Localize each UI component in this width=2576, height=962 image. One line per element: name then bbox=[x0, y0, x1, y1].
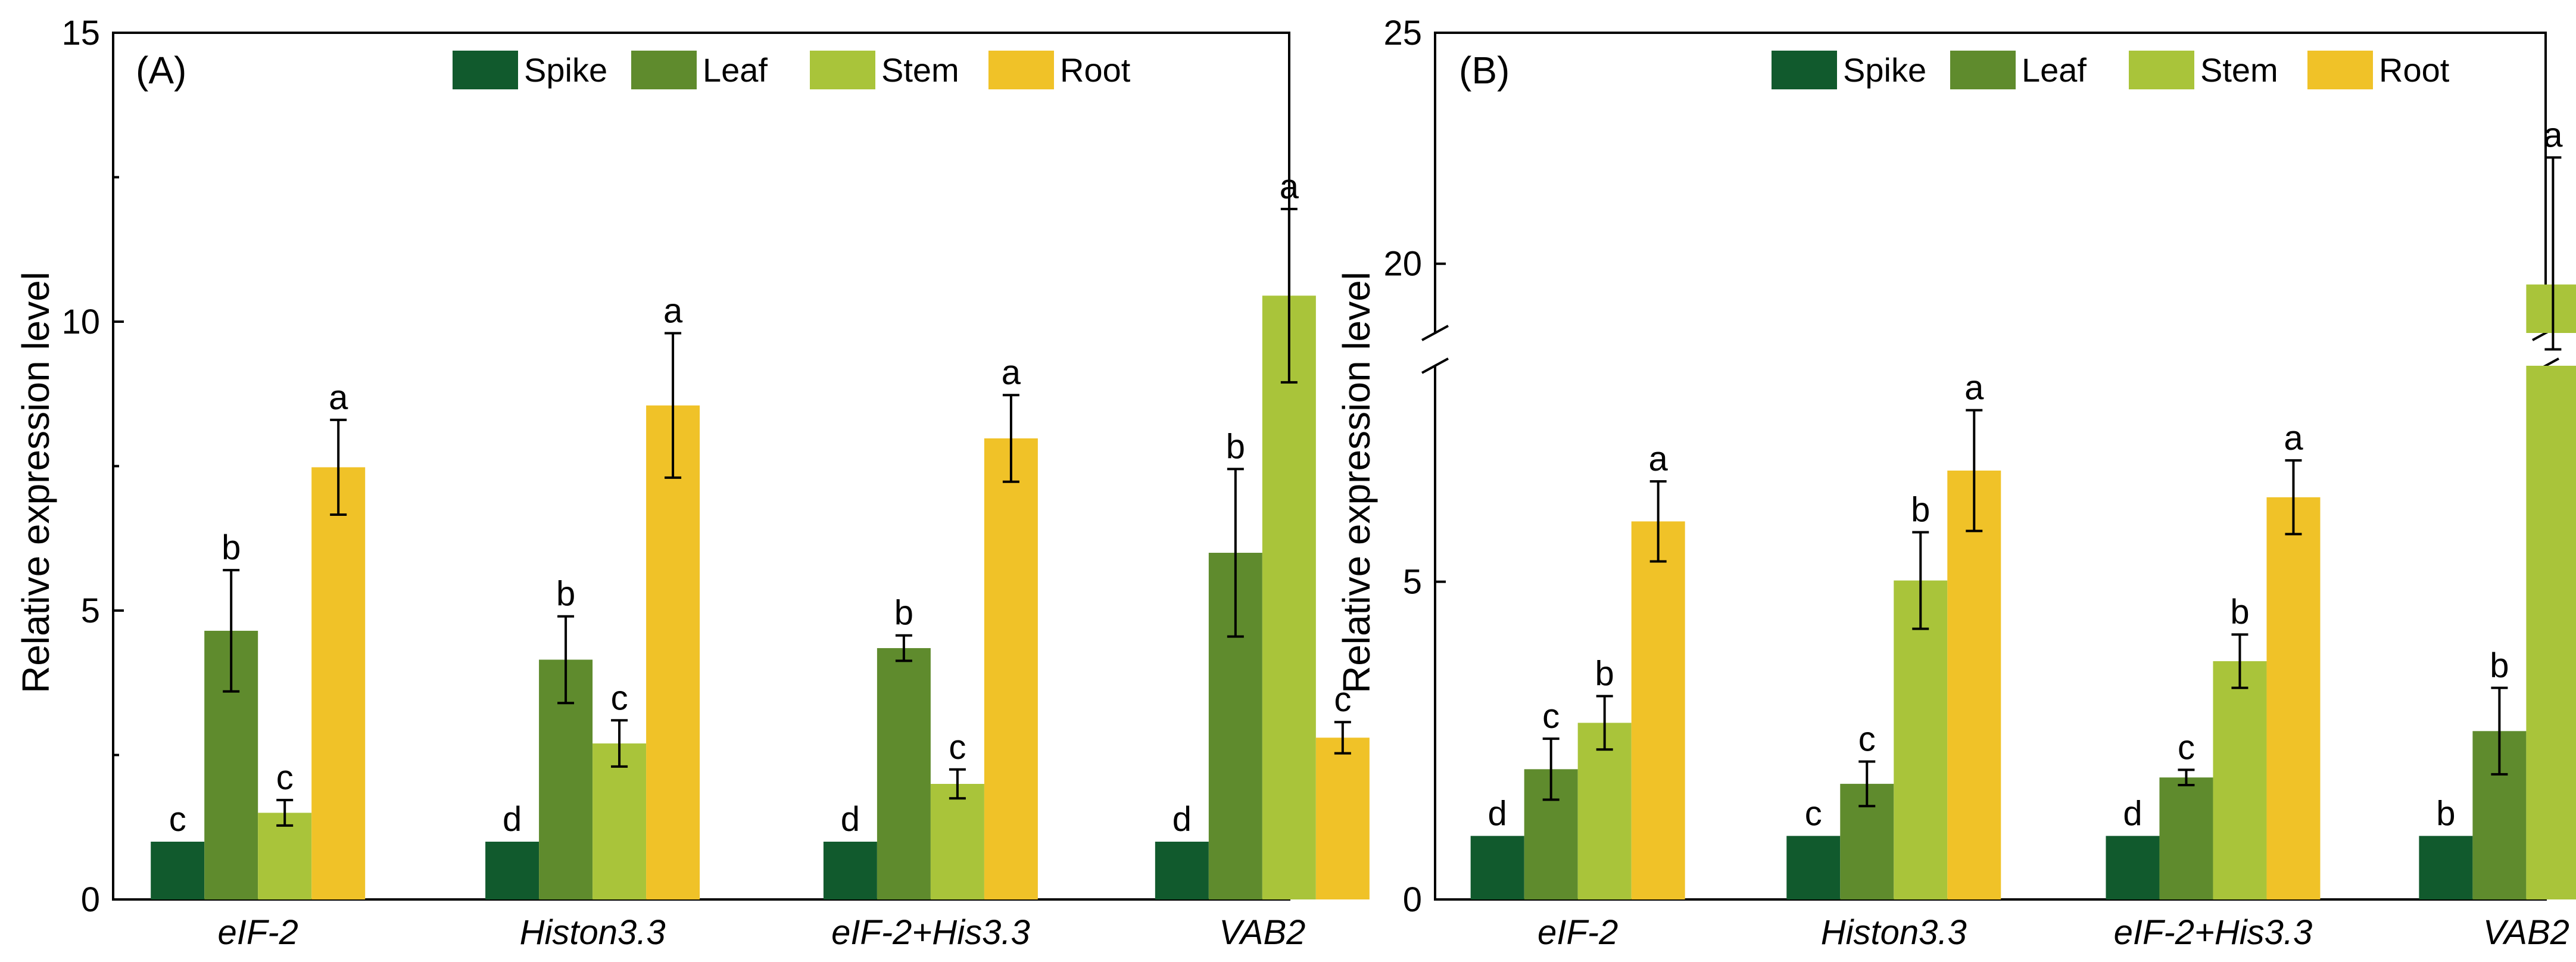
panel-a-significance-letter: d bbox=[1172, 800, 1192, 839]
panel-a-significance-letter: a bbox=[1280, 167, 1299, 206]
panel-b-significance-letter: b bbox=[2230, 593, 2249, 631]
panel-b-legend-label-stem: Stem bbox=[2200, 51, 2278, 89]
panel-a-significance-letter: d bbox=[503, 800, 522, 839]
panel-b-y-tick-label: 25 bbox=[1383, 14, 1422, 52]
panel-a-bar-stem bbox=[592, 743, 647, 899]
panel-a-y-tick-label: 10 bbox=[61, 303, 100, 341]
panel-a-bar-spike bbox=[151, 842, 205, 899]
panel-b-axis-frame-upper bbox=[1434, 32, 2547, 333]
panel-a-bar-spike bbox=[485, 842, 539, 899]
panel-b-legend-label-spike: Spike bbox=[1843, 51, 1926, 89]
panel-b-legend-swatch-leaf bbox=[1950, 51, 2016, 89]
panel-b-category-label: eIF-2+His3.3 bbox=[2114, 913, 2313, 952]
panel-a-bar-root bbox=[646, 405, 700, 899]
panel-b-y-tick-label: 0 bbox=[1403, 880, 1422, 919]
panel-a-legend-swatch-spike bbox=[453, 51, 518, 89]
panel-a-label: (A) bbox=[136, 49, 186, 92]
panel-a-category-label: VAB2 bbox=[1219, 913, 1305, 952]
panel-a-bar-spike bbox=[1155, 842, 1209, 899]
panel-b-significance-letter: a bbox=[1964, 369, 1984, 407]
panel-a-legend-swatch-stem bbox=[810, 51, 875, 89]
panel-b-legend-swatch-root bbox=[2307, 51, 2373, 89]
panel-a-significance-letter: c bbox=[1334, 680, 1351, 719]
panel-b-significance-letter: c bbox=[1542, 697, 1560, 736]
panel-b-break-mark bbox=[1421, 357, 1449, 374]
panel-b-bar-stem bbox=[2213, 661, 2267, 899]
panel-a-y-tick-label: 15 bbox=[61, 14, 100, 52]
panel-b-y-axis-title: Relative expression level bbox=[1335, 272, 1378, 693]
panel-a-significance-letter: c bbox=[949, 728, 966, 767]
panel-a-significance-letter: a bbox=[329, 378, 348, 417]
panel-a-significance-letter: b bbox=[894, 594, 913, 633]
panel-b-legend-label-root: Root bbox=[2379, 51, 2450, 89]
panel-a-legend-label-stem: Stem bbox=[881, 51, 959, 89]
panel-b-bar-spike bbox=[1470, 836, 1524, 899]
panel-a-category-label: eIF-2 bbox=[218, 913, 298, 952]
panel-b-legend-swatch-stem bbox=[2129, 51, 2194, 89]
panel-a-significance-letter: c bbox=[276, 758, 294, 797]
panel-a-bar-spike bbox=[823, 842, 877, 899]
panel-b-significance-letter: b bbox=[1595, 655, 1614, 693]
panel-a-bar-leaf bbox=[877, 648, 931, 899]
panel-a-category-label: Histon3.3 bbox=[520, 913, 666, 952]
panel-a-bar-stem bbox=[258, 812, 312, 899]
panel-b-bar-stem bbox=[2526, 284, 2576, 333]
panel-a-bar-root bbox=[1315, 737, 1370, 899]
panel-a-y-tick-label: 5 bbox=[81, 591, 100, 630]
panel-b-bar-stem bbox=[2526, 366, 2576, 899]
panel-a-y-tick-label: 0 bbox=[81, 880, 100, 919]
panel-b-category-label: eIF-2 bbox=[1538, 913, 1618, 952]
panel-b-category-label: VAB2 bbox=[2483, 913, 2569, 952]
panel-b-y-tick-label: 5 bbox=[1403, 563, 1422, 602]
panel-a-significance-letter: b bbox=[222, 528, 241, 567]
panel-b-significance-letter: b bbox=[2436, 794, 2455, 833]
panel-a: (A) Relative expression level 0 5 10 15 eIF-… bbox=[14, 14, 1370, 952]
panel-b-significance-letter: b bbox=[1911, 490, 1930, 529]
panel-b-category-label: Histon3.3 bbox=[1821, 913, 1967, 952]
panel-b-significance-letter: c bbox=[1858, 720, 1876, 759]
panel-a-legend-label-root: Root bbox=[1060, 51, 1131, 89]
panel-a-bar-stem bbox=[930, 784, 984, 899]
panel-b-bar-root bbox=[1631, 521, 1685, 899]
panel-a-significance-letter: a bbox=[1002, 353, 1021, 392]
panel-b-significance-letter: a bbox=[2543, 116, 2563, 154]
panel-b-bar-root bbox=[2266, 497, 2321, 899]
panel-b-significance-letter: a bbox=[1649, 440, 1669, 478]
panel-a-significance-letter: d bbox=[841, 800, 860, 839]
panel-b-significance-letter: d bbox=[1488, 794, 1507, 833]
panel-b-bar-spike bbox=[1786, 836, 1841, 899]
panel-b-significance-letter: b bbox=[2490, 646, 2509, 685]
panel-a-bar-root bbox=[984, 438, 1038, 899]
panel-b-bar-stem bbox=[1577, 723, 1632, 899]
panel-a-bar-stem bbox=[1262, 295, 1316, 900]
panel-a-legend-swatch-leaf bbox=[631, 51, 697, 89]
panel-b-bar-root bbox=[1947, 471, 2001, 899]
panel-b-bar-stem bbox=[1894, 580, 1948, 899]
panel-a-bar-root bbox=[311, 467, 366, 899]
panel-a-significance-letter: b bbox=[1226, 427, 1245, 466]
panel-b-bar-spike bbox=[2419, 836, 2473, 899]
panel-b-significance-letter: c bbox=[1805, 794, 1822, 833]
panel-a-legend-label-spike: Spike bbox=[524, 51, 607, 89]
panel-b-significance-letter: d bbox=[2123, 794, 2142, 833]
panel-b-label: (B) bbox=[1459, 49, 1510, 92]
panel-b-legend-swatch-spike bbox=[1772, 51, 1837, 89]
panel-a-category-label: eIF-2+His3.3 bbox=[831, 913, 1030, 952]
panel-a-legend-swatch-root bbox=[988, 51, 1054, 89]
panel-b-legend-label-leaf: Leaf bbox=[2022, 51, 2087, 89]
panel-b-significance-letter: a bbox=[2284, 419, 2303, 457]
panel-a-significance-letter: c bbox=[611, 678, 628, 717]
panel-b-bar-spike bbox=[2106, 836, 2160, 899]
panel-b: (B) Relative expression level 0 5 20 25 eIF-… bbox=[1335, 14, 2576, 952]
panel-b-significance-letter: c bbox=[2178, 728, 2195, 767]
panel-b-y-tick-label: 20 bbox=[1383, 245, 1422, 284]
panel-a-y-axis-title: Relative expression level bbox=[14, 272, 57, 693]
panel-a-significance-letter: b bbox=[556, 575, 575, 614]
panel-a-significance-letter: c bbox=[169, 800, 186, 839]
panel-a-significance-letter: a bbox=[663, 291, 683, 330]
panel-b-break-mark bbox=[1421, 325, 1449, 341]
panel-b-bar-leaf bbox=[2159, 777, 2213, 899]
panel-a-legend-label-leaf: Leaf bbox=[703, 51, 768, 89]
